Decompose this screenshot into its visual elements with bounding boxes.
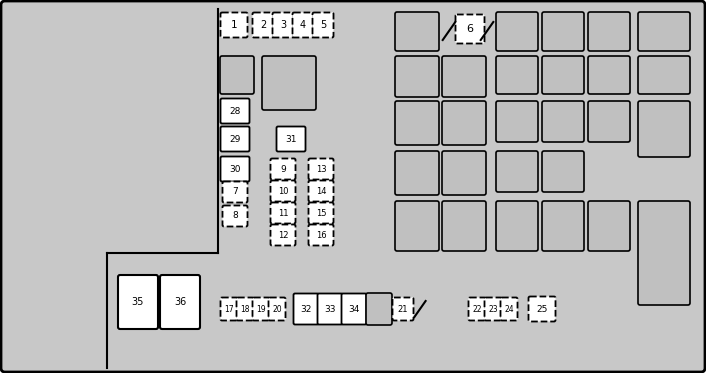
FancyBboxPatch shape [342, 294, 366, 325]
Text: 28: 28 [229, 107, 241, 116]
FancyBboxPatch shape [393, 298, 414, 320]
Text: 29: 29 [229, 135, 241, 144]
FancyBboxPatch shape [484, 298, 501, 320]
Text: 4: 4 [300, 20, 306, 30]
FancyBboxPatch shape [237, 298, 253, 320]
FancyBboxPatch shape [277, 126, 306, 151]
FancyBboxPatch shape [268, 298, 285, 320]
FancyBboxPatch shape [395, 56, 439, 97]
FancyBboxPatch shape [270, 181, 296, 201]
Text: 15: 15 [316, 209, 326, 217]
FancyBboxPatch shape [220, 98, 249, 123]
FancyBboxPatch shape [442, 101, 486, 145]
FancyBboxPatch shape [220, 13, 248, 38]
Text: 7: 7 [232, 188, 238, 197]
Text: 22: 22 [472, 304, 481, 313]
FancyBboxPatch shape [442, 151, 486, 195]
FancyBboxPatch shape [496, 56, 538, 94]
FancyBboxPatch shape [542, 56, 584, 94]
FancyBboxPatch shape [496, 151, 538, 192]
FancyBboxPatch shape [529, 297, 556, 322]
FancyBboxPatch shape [222, 182, 248, 203]
FancyBboxPatch shape [588, 101, 630, 142]
Text: 9: 9 [280, 164, 286, 173]
Text: 35: 35 [132, 297, 144, 307]
Text: 13: 13 [316, 164, 326, 173]
FancyBboxPatch shape [542, 12, 584, 51]
FancyBboxPatch shape [496, 12, 538, 51]
FancyBboxPatch shape [588, 12, 630, 51]
FancyBboxPatch shape [496, 201, 538, 251]
Text: 32: 32 [300, 304, 311, 313]
FancyBboxPatch shape [292, 13, 313, 38]
FancyBboxPatch shape [588, 56, 630, 94]
FancyBboxPatch shape [469, 298, 486, 320]
FancyBboxPatch shape [442, 201, 486, 251]
FancyBboxPatch shape [366, 293, 392, 325]
FancyBboxPatch shape [638, 56, 690, 94]
FancyBboxPatch shape [220, 56, 254, 94]
Text: 20: 20 [273, 304, 282, 313]
Text: 33: 33 [324, 304, 336, 313]
FancyBboxPatch shape [442, 56, 486, 97]
FancyBboxPatch shape [270, 225, 296, 245]
FancyBboxPatch shape [309, 225, 333, 245]
FancyBboxPatch shape [395, 12, 439, 51]
FancyBboxPatch shape [638, 12, 690, 51]
Text: 17: 17 [225, 304, 234, 313]
FancyBboxPatch shape [318, 294, 342, 325]
Text: 1: 1 [231, 20, 237, 30]
Text: 6: 6 [467, 24, 474, 34]
Text: 21: 21 [397, 304, 408, 313]
FancyBboxPatch shape [542, 201, 584, 251]
FancyBboxPatch shape [220, 298, 237, 320]
FancyBboxPatch shape [542, 151, 584, 192]
FancyBboxPatch shape [638, 201, 690, 305]
Text: 24: 24 [504, 304, 514, 313]
FancyBboxPatch shape [253, 298, 270, 320]
FancyBboxPatch shape [395, 101, 439, 145]
Text: 30: 30 [229, 164, 241, 173]
FancyBboxPatch shape [395, 201, 439, 251]
FancyBboxPatch shape [501, 298, 517, 320]
Text: 31: 31 [285, 135, 297, 144]
FancyBboxPatch shape [588, 201, 630, 251]
FancyBboxPatch shape [270, 159, 296, 179]
Text: 11: 11 [277, 209, 288, 217]
Text: 23: 23 [488, 304, 498, 313]
FancyBboxPatch shape [309, 159, 333, 179]
FancyBboxPatch shape [542, 101, 584, 142]
Text: 25: 25 [537, 304, 548, 313]
Text: 36: 36 [174, 297, 186, 307]
Text: 10: 10 [277, 186, 288, 195]
FancyBboxPatch shape [253, 13, 273, 38]
FancyBboxPatch shape [262, 56, 316, 110]
Text: 14: 14 [316, 186, 326, 195]
FancyBboxPatch shape [220, 126, 249, 151]
FancyBboxPatch shape [273, 13, 294, 38]
Text: 19: 19 [256, 304, 266, 313]
Text: 2: 2 [260, 20, 266, 30]
FancyBboxPatch shape [309, 203, 333, 223]
Text: 3: 3 [280, 20, 286, 30]
FancyBboxPatch shape [638, 101, 690, 157]
Text: 12: 12 [277, 231, 288, 239]
FancyBboxPatch shape [270, 203, 296, 223]
Text: 18: 18 [240, 304, 250, 313]
FancyBboxPatch shape [395, 151, 439, 195]
Text: 34: 34 [348, 304, 359, 313]
FancyBboxPatch shape [496, 101, 538, 142]
FancyBboxPatch shape [118, 275, 158, 329]
FancyBboxPatch shape [160, 275, 200, 329]
FancyBboxPatch shape [309, 181, 333, 201]
Text: 8: 8 [232, 211, 238, 220]
Text: 16: 16 [316, 231, 326, 239]
FancyBboxPatch shape [222, 206, 248, 226]
Text: 5: 5 [320, 20, 326, 30]
FancyBboxPatch shape [294, 294, 318, 325]
FancyBboxPatch shape [220, 157, 249, 182]
FancyBboxPatch shape [313, 13, 333, 38]
FancyBboxPatch shape [455, 15, 484, 44]
